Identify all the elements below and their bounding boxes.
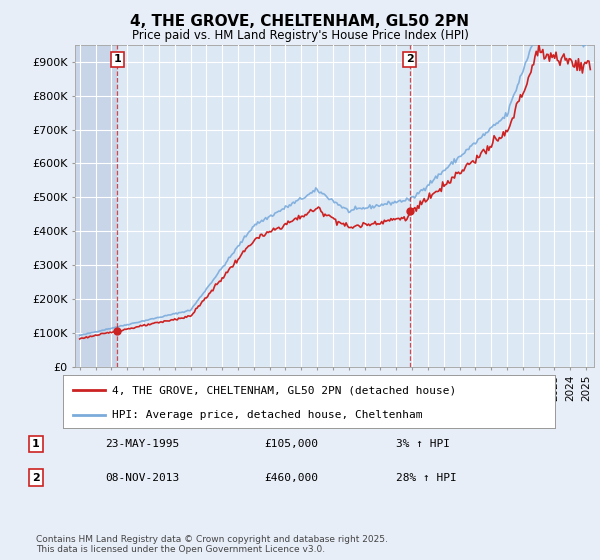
Text: HPI: Average price, detached house, Cheltenham: HPI: Average price, detached house, Chel… (112, 410, 422, 420)
Text: 2: 2 (32, 473, 40, 483)
Text: 1: 1 (32, 439, 40, 449)
Bar (75, 45, 118, 367)
Text: 2: 2 (406, 54, 413, 64)
Text: 4, THE GROVE, CHELTENHAM, GL50 2PN (detached house): 4, THE GROVE, CHELTENHAM, GL50 2PN (deta… (112, 385, 457, 395)
Text: 28% ↑ HPI: 28% ↑ HPI (396, 473, 457, 483)
Text: £460,000: £460,000 (264, 473, 318, 483)
Text: Price paid vs. HM Land Registry's House Price Index (HPI): Price paid vs. HM Land Registry's House … (131, 29, 469, 42)
Text: 4, THE GROVE, CHELTENHAM, GL50 2PN: 4, THE GROVE, CHELTENHAM, GL50 2PN (131, 14, 470, 29)
Text: 23-MAY-1995: 23-MAY-1995 (105, 439, 179, 449)
Text: Contains HM Land Registry data © Crown copyright and database right 2025.
This d: Contains HM Land Registry data © Crown c… (36, 535, 388, 554)
Text: 08-NOV-2013: 08-NOV-2013 (105, 473, 179, 483)
Text: 1: 1 (113, 54, 121, 64)
Text: 3% ↑ HPI: 3% ↑ HPI (396, 439, 450, 449)
Text: £105,000: £105,000 (264, 439, 318, 449)
